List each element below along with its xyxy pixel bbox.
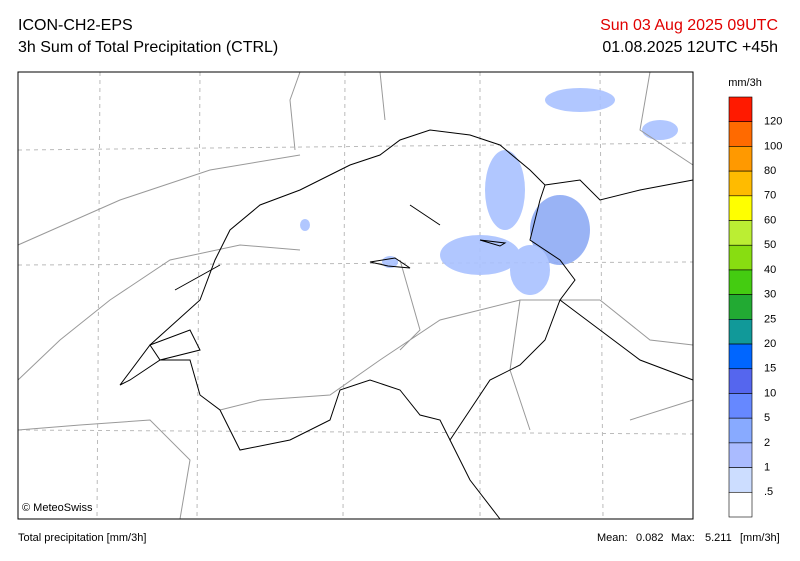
legend-swatch xyxy=(728,195,753,221)
map-background xyxy=(18,72,693,519)
legend-swatch xyxy=(728,491,753,518)
legend-label: 80 xyxy=(764,165,776,177)
precip-area xyxy=(545,88,615,112)
country-borders xyxy=(119,129,694,520)
precip-area xyxy=(530,195,590,265)
border-line xyxy=(449,179,694,520)
legend-label: 25 xyxy=(764,313,776,325)
precip-areas xyxy=(300,88,678,295)
valid-time: Sun 03 Aug 2025 09UTC xyxy=(600,17,778,34)
legend-swatch xyxy=(728,319,753,345)
legend-swatch xyxy=(728,96,753,123)
legend-unit: mm/3h xyxy=(728,77,762,89)
run-time: 01.08.2025 12UTC +45h xyxy=(602,39,778,56)
legend-label: 15 xyxy=(764,363,776,375)
legend-label: .5 xyxy=(764,486,773,498)
parallels xyxy=(17,142,694,435)
legend-swatch xyxy=(728,121,753,147)
legend-swatch xyxy=(728,393,753,419)
legend-label: 20 xyxy=(764,338,776,350)
legend-label: 60 xyxy=(764,214,776,226)
legend-label: 100 xyxy=(764,140,782,152)
legend-label: 1 xyxy=(764,461,770,473)
legend-swatch xyxy=(728,467,753,493)
legend-label: 120 xyxy=(764,116,782,128)
precip-area xyxy=(510,245,550,295)
legend-label: 50 xyxy=(764,239,776,251)
legend-swatch xyxy=(728,244,753,271)
map: © MeteoSwiss xyxy=(17,71,694,520)
legend-swatch xyxy=(728,417,753,444)
legend-swatch xyxy=(728,220,753,246)
region-line xyxy=(289,71,694,166)
map-frame xyxy=(17,71,694,520)
model-name: ICON-CH2-EPS xyxy=(18,17,133,34)
legend-swatch xyxy=(728,269,753,295)
precip-area xyxy=(485,150,525,230)
legend-label: 40 xyxy=(764,264,776,276)
legend-label: 10 xyxy=(764,387,776,399)
footer-label: Total precipitation [mm/3h] xyxy=(18,532,146,544)
legend-swatch xyxy=(728,294,753,320)
mean-value: 0.082 xyxy=(636,532,664,544)
legend-swatch xyxy=(728,170,753,197)
precip-area xyxy=(642,120,678,140)
legend-swatch xyxy=(728,343,753,370)
precip-area xyxy=(300,219,310,231)
legend-label: 2 xyxy=(764,437,770,449)
max-label: Max: xyxy=(671,532,695,544)
mean-label: Mean: xyxy=(597,532,628,544)
credit: © MeteoSwiss xyxy=(22,502,93,514)
legend-swatch xyxy=(728,146,753,172)
precip-area xyxy=(440,235,520,275)
max-value: 5.211 xyxy=(705,532,732,544)
lake xyxy=(149,204,507,361)
graticule xyxy=(17,71,694,520)
legend-label: 5 xyxy=(764,412,770,424)
legend-swatch xyxy=(728,442,753,468)
product-name: 3h Sum of Total Precipitation (CTRL) xyxy=(18,39,278,56)
legend-label: 70 xyxy=(764,190,776,202)
legend: mm/3h 120 100 80 70 60 50 40 30 25 20 15 10 5 2 1 .5 xyxy=(728,77,782,518)
footer-unit: [mm/3h] xyxy=(740,532,780,544)
legend-swatch xyxy=(728,368,753,394)
legend-label: 30 xyxy=(764,289,776,301)
